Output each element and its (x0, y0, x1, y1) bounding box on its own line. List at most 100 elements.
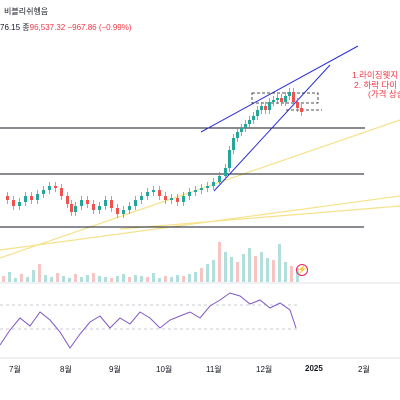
candle-body (268, 102, 271, 110)
candle-body (272, 100, 275, 102)
volume-bar (68, 278, 71, 282)
candle-body (128, 206, 131, 210)
volume-bar (14, 278, 17, 282)
volume-bar (20, 274, 23, 282)
candle-body (66, 196, 69, 204)
volume-bar (92, 273, 95, 282)
candle-body (200, 188, 203, 190)
x-tick-feb: 2월 (358, 365, 370, 374)
volume-bar (236, 262, 239, 282)
volume-bar (230, 257, 233, 282)
candle-body (176, 198, 179, 202)
candle-body (54, 186, 57, 188)
volume-bar (188, 274, 191, 282)
x-tick-2025: 2025 (305, 364, 323, 373)
candle-body (292, 92, 295, 102)
candle-body (30, 196, 33, 200)
candle-body (92, 204, 95, 210)
volume-bar (50, 277, 53, 282)
volume-bar (104, 277, 107, 282)
candle-body (224, 168, 227, 176)
volume-bar (26, 277, 29, 282)
volume-bar (284, 262, 287, 282)
candle-body (212, 182, 215, 186)
candle-body (134, 200, 137, 206)
close-label: 종 (22, 23, 30, 32)
volume-bar (8, 272, 11, 282)
volume-bar (176, 275, 179, 282)
volume-bar (212, 260, 215, 282)
x-tick-dec: 12월 (256, 365, 273, 374)
volume-bar (32, 270, 35, 282)
volume-bar (242, 254, 245, 282)
ohlc-readout: 76.15 종96,537.32 −967.86 (−0.99%) (0, 22, 132, 33)
x-tick-nov: 11월 (206, 365, 222, 374)
volume-bar (140, 276, 143, 282)
volume-bar (98, 276, 101, 282)
volume-bar (56, 273, 59, 282)
candle-body (146, 192, 149, 196)
candle-body (170, 198, 173, 200)
candle-body (6, 196, 9, 200)
volume-bar (158, 278, 161, 282)
candle-body (36, 194, 39, 200)
candle-body (300, 108, 303, 112)
candle-body (236, 132, 239, 138)
volume-bar (44, 275, 47, 282)
volume-bar (110, 278, 113, 282)
volume-bar (278, 244, 281, 282)
volume-bar (80, 277, 83, 282)
ohlc-prefix: 76.15 (0, 23, 21, 32)
candle-body (110, 200, 113, 208)
candle-body (252, 116, 255, 120)
chart-header: 비블리쉬헹음 76.15 종96,537.32 −967.86 (−0.99%) (0, 0, 400, 34)
candle-body (140, 196, 143, 200)
volume-bar (266, 258, 269, 282)
candle-body (42, 190, 45, 194)
volume-bar (260, 252, 263, 282)
candle-body (24, 196, 27, 202)
volume-bar (290, 266, 293, 282)
candle-body (70, 204, 73, 212)
volume-bar (152, 273, 155, 282)
candle-body (80, 200, 83, 206)
volume-bar (170, 277, 173, 282)
x-tick-oct: 10월 (156, 365, 173, 374)
volume-bar (200, 268, 203, 282)
volume-bar (206, 264, 209, 282)
volume-bar (224, 252, 227, 282)
candle-body (164, 196, 167, 200)
candle-body (284, 96, 287, 102)
candle-body (256, 110, 259, 116)
volume-bar (182, 276, 185, 282)
volume-bar (128, 277, 131, 282)
candle-body (98, 206, 101, 210)
volume-bar (272, 260, 275, 282)
candle-body (86, 200, 89, 204)
candle-body (248, 120, 251, 124)
candle-body (232, 138, 235, 150)
lightning-icon[interactable]: ⚡ (296, 264, 308, 276)
volume-bar (2, 276, 5, 282)
volume-bar (164, 276, 167, 282)
annotation-price-rise: (가격 상승 (368, 89, 400, 99)
candle-body (104, 200, 107, 206)
volume-bar (62, 276, 65, 282)
volume-bar (122, 274, 125, 282)
candle-body (188, 192, 191, 196)
candle-body (264, 106, 267, 110)
symbol-title: 비블리쉬헹음 (4, 7, 49, 16)
x-tick-jul: 7월 (9, 365, 21, 374)
yellow-trendline-3 (119, 205, 400, 230)
candle-body (116, 208, 119, 214)
candle-body (182, 196, 185, 202)
candle-body (260, 106, 263, 110)
rsi-line (0, 292, 297, 349)
volume-bar (254, 256, 257, 282)
candle-body (122, 210, 125, 214)
candle-body (48, 186, 51, 190)
candle-body (18, 202, 21, 206)
change-value: −967.86 (−0.99%) (67, 23, 132, 32)
candle-body (194, 190, 197, 192)
